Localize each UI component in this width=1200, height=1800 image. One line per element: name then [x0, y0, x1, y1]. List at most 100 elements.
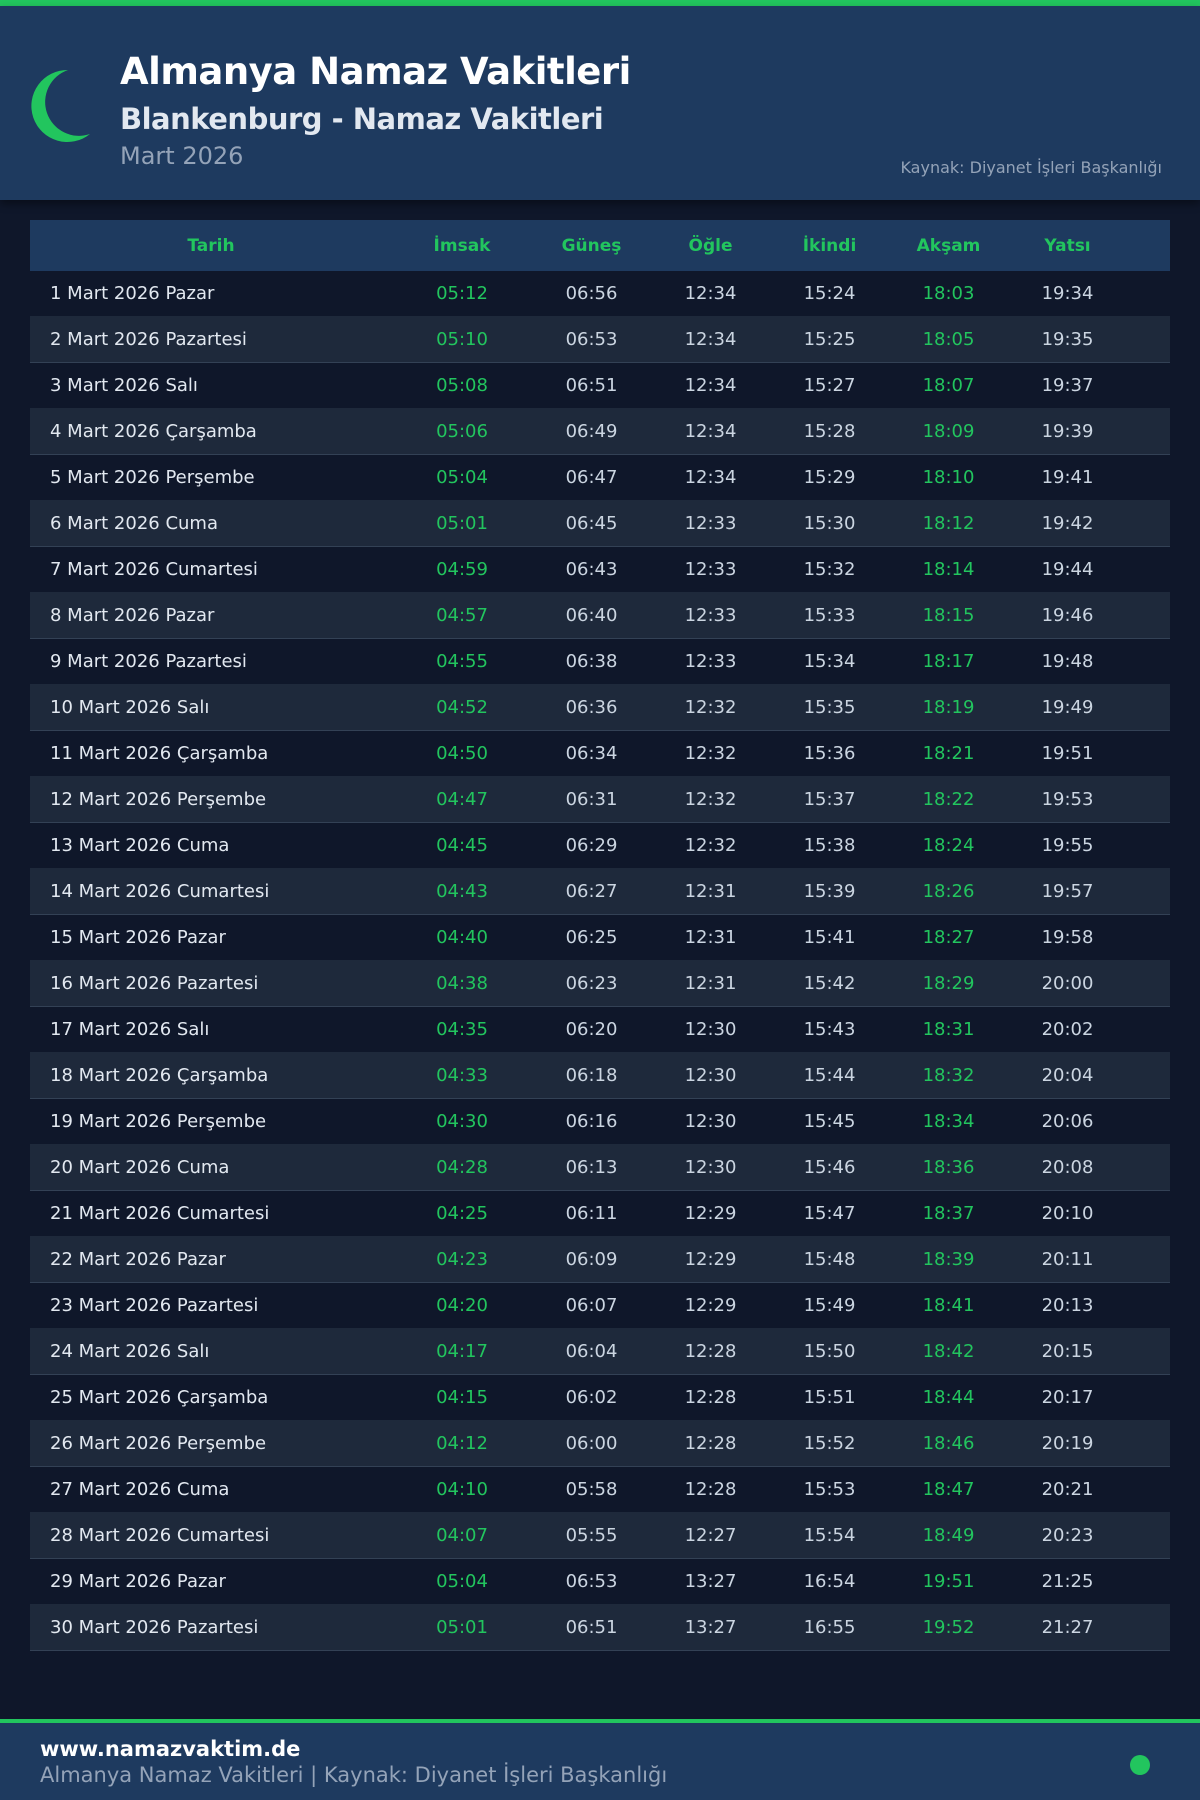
time-cell: 15:28 [803, 421, 856, 442]
time-cell: 15:33 [803, 605, 856, 626]
date-cell: 11 Mart 2026 Çarşamba [50, 743, 269, 764]
time-cell: 15:24 [803, 283, 856, 304]
time-cell: 06:07 [565, 1295, 618, 1316]
time-cell: 12:27 [684, 1525, 737, 1546]
time-cell: 04:40 [436, 927, 488, 948]
page-title: Almanya Namaz Vakitleri [120, 50, 631, 93]
time-cell: 18:07 [922, 375, 975, 396]
time-cell: 19:51 [1041, 743, 1094, 764]
time-cell: 18:19 [922, 697, 975, 718]
time-cell: 04:20 [436, 1295, 488, 1316]
time-cell: 18:42 [922, 1341, 975, 1362]
time-cell: 12:33 [684, 605, 737, 626]
time-cell: 05:04 [436, 467, 488, 488]
time-cell: 18:12 [922, 513, 975, 534]
date-cell: 2 Mart 2026 Pazartesi [50, 329, 247, 350]
table-row: 21 Mart 2026 Cumartesi 04:25 06:11 12:29 15:… [30, 1191, 1170, 1237]
table-row: 1 Mart 2026 Pazar 05:12 06:56 12:34 15:24 18:… [30, 271, 1170, 317]
time-cell: 12:31 [684, 973, 737, 994]
column-header: Öğle [688, 235, 733, 256]
table-row: 5 Mart 2026 Perşembe 05:04 06:47 12:34 15:29… [30, 455, 1170, 501]
time-cell: 04:57 [436, 605, 488, 626]
status-dot-icon [1130, 1755, 1150, 1775]
time-cell: 05:04 [436, 1571, 488, 1592]
table-row: 15 Mart 2026 Pazar 04:40 06:25 12:31 15:41 18… [30, 915, 1170, 961]
page-subtitle: Blankenburg - Namaz Vakitleri [120, 102, 604, 136]
time-cell: 12:34 [684, 283, 737, 304]
time-cell: 04:35 [436, 1019, 488, 1040]
time-cell: 12:33 [684, 559, 737, 580]
month-label: Mart 2026 [120, 142, 244, 170]
time-cell: 06:51 [565, 375, 618, 396]
time-cell: 15:41 [803, 927, 856, 948]
time-cell: 12:30 [684, 1065, 737, 1086]
time-cell: 18:24 [922, 835, 975, 856]
date-cell: 12 Mart 2026 Perşembe [50, 789, 267, 810]
time-cell: 15:43 [803, 1019, 856, 1040]
time-cell: 19:39 [1041, 421, 1094, 442]
time-cell: 15:36 [803, 743, 856, 764]
time-cell: 15:37 [803, 789, 856, 810]
time-cell: 12:31 [684, 927, 737, 948]
time-cell: 18:37 [922, 1203, 975, 1224]
date-cell: 29 Mart 2026 Pazar [50, 1571, 226, 1592]
time-cell: 04:43 [436, 881, 488, 902]
table-row: 29 Mart 2026 Pazar 05:04 06:53 13:27 16:54 19… [30, 1559, 1170, 1605]
footer-site-link[interactable]: www.namazvaktim.de [40, 1737, 301, 1761]
time-cell: 12:32 [684, 697, 737, 718]
time-cell: 19:57 [1041, 881, 1094, 902]
time-cell: 15:27 [803, 375, 856, 396]
time-cell: 15:49 [803, 1295, 856, 1316]
table-row: 10 Mart 2026 Salı 04:52 06:36 12:32 15:35 18:… [30, 685, 1170, 731]
prayer-times-table: Tarih İmsak Güneş Öğle İkindi Akşam Yatsı 1 Ma… [30, 220, 1170, 1651]
time-cell: 18:46 [922, 1433, 975, 1454]
time-cell: 19:51 [922, 1571, 975, 1592]
date-cell: 14 Mart 2026 Cumartesi [50, 881, 270, 902]
time-cell: 05:01 [436, 1617, 488, 1638]
time-cell: 18:34 [922, 1111, 975, 1132]
date-cell: 28 Mart 2026 Cumartesi [50, 1525, 270, 1546]
time-cell: 06:27 [565, 881, 618, 902]
time-cell: 20:15 [1041, 1341, 1094, 1362]
time-cell: 12:30 [684, 1157, 737, 1178]
table-row: 11 Mart 2026 Çarşamba 04:50 06:34 12:32 15:3… [30, 731, 1170, 777]
top-accent-bar [0, 0, 1200, 6]
date-cell: 21 Mart 2026 Cumartesi [50, 1203, 270, 1224]
time-cell: 18:36 [922, 1157, 975, 1178]
time-cell: 19:48 [1041, 651, 1094, 672]
time-cell: 19:52 [922, 1617, 975, 1638]
time-cell: 15:46 [803, 1157, 856, 1178]
time-cell: 20:13 [1041, 1295, 1094, 1316]
time-cell: 04:47 [436, 789, 488, 810]
time-cell: 15:50 [803, 1341, 856, 1362]
crescent-moon-icon [31, 69, 90, 142]
time-cell: 18:49 [922, 1525, 975, 1546]
column-header: Tarih [187, 235, 235, 256]
time-cell: 18:17 [922, 651, 975, 672]
time-cell: 15:54 [803, 1525, 856, 1546]
time-cell: 05:10 [436, 329, 488, 350]
time-cell: 06:56 [565, 283, 618, 304]
time-cell: 06:09 [565, 1249, 618, 1270]
time-cell: 20:19 [1041, 1433, 1094, 1454]
column-header: Yatsı [1044, 235, 1091, 256]
time-cell: 18:32 [922, 1065, 975, 1086]
table-row: 14 Mart 2026 Cumartesi 04:43 06:27 12:31 15:… [30, 869, 1170, 915]
time-cell: 18:21 [922, 743, 975, 764]
time-cell: 06:23 [565, 973, 618, 994]
time-cell: 19:37 [1041, 375, 1094, 396]
time-cell: 04:12 [436, 1433, 488, 1454]
date-cell: 9 Mart 2026 Pazartesi [50, 651, 247, 672]
date-cell: 24 Mart 2026 Salı [50, 1341, 210, 1362]
date-cell: 4 Mart 2026 Çarşamba [50, 421, 257, 442]
time-cell: 06:18 [565, 1065, 618, 1086]
time-cell: 15:29 [803, 467, 856, 488]
time-cell: 12:34 [684, 421, 737, 442]
time-cell: 18:41 [922, 1295, 975, 1316]
time-cell: 04:52 [436, 697, 488, 718]
time-cell: 06:53 [565, 1571, 618, 1592]
time-cell: 15:52 [803, 1433, 856, 1454]
time-cell: 06:36 [565, 697, 618, 718]
time-cell: 19:34 [1041, 283, 1094, 304]
time-cell: 05:06 [436, 421, 488, 442]
